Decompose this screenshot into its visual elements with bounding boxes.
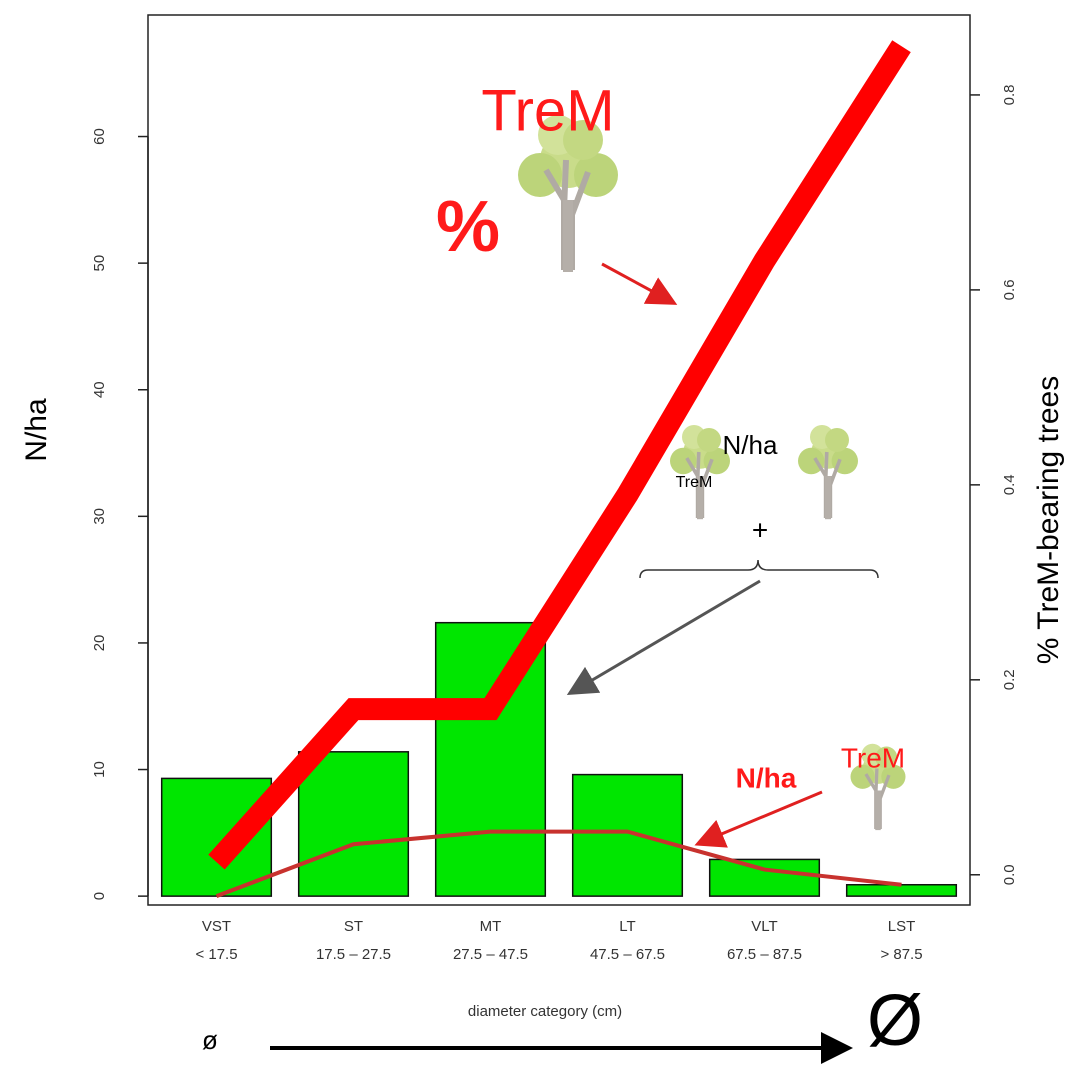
y2-axis-label: % TreM-bearing trees: [1032, 376, 1065, 664]
x-tick-sublabel: > 87.5: [880, 946, 922, 963]
y-tick-label: 20: [91, 635, 108, 652]
y-tick-label: 0: [91, 892, 108, 900]
annotation: N/ha: [723, 430, 778, 460]
y-tick-label: 30: [91, 508, 108, 525]
y2-tick-label: 0.4: [1001, 474, 1018, 495]
bar: [708, 858, 821, 897]
x-tick-sublabel: 17.5 – 27.5: [316, 946, 391, 963]
annotation: %: [436, 187, 500, 267]
annotation: TreM: [481, 78, 614, 143]
annotation: TreM: [676, 474, 713, 491]
arrow: [566, 579, 761, 696]
y-axis-label: N/ha: [20, 398, 53, 462]
y2-tick-label: 0.6: [1001, 279, 1018, 300]
arrow: [601, 262, 678, 305]
y-tick-label: 60: [91, 128, 108, 145]
y2-tick-label: 0.8: [1001, 85, 1018, 106]
plot-frame: [147, 14, 971, 906]
plot-area: 0 10 20 30 40 50 60 0.0 0.2 0.4 0.6 0.8 VST < 17.5 ST 1…: [91, 40, 1018, 963]
bar: [297, 751, 410, 897]
annotation: ø: [202, 1025, 218, 1055]
annotation: Ø: [867, 981, 923, 1061]
brace: [639, 559, 879, 579]
bar: [160, 777, 273, 897]
annotation: N/ha: [736, 762, 797, 793]
tree-icon: [668, 423, 732, 522]
percent-line: [208, 40, 911, 870]
line: [215, 829, 902, 899]
x-tick-label: LST: [888, 918, 916, 935]
bar: [571, 773, 684, 897]
x-tick-sublabel: 47.5 – 67.5: [590, 946, 665, 963]
y-tick-label: 40: [91, 381, 108, 398]
y2-tick-label: 0.2: [1001, 669, 1018, 690]
x-tick-label: VST: [202, 918, 231, 935]
x-tick-label: ST: [344, 918, 363, 935]
y-tick-label: 50: [91, 255, 108, 272]
x-axis-label: diameter category (cm): [468, 1003, 622, 1020]
x-tick-label: MT: [480, 918, 502, 935]
y2-tick-label: 0.0: [1001, 864, 1018, 885]
bar: [845, 883, 958, 897]
x-tick-sublabel: 67.5 – 87.5: [727, 946, 802, 963]
x-tick-sublabel: 27.5 – 47.5: [453, 946, 528, 963]
x-tick-sublabel: < 17.5: [195, 946, 237, 963]
annotation: +: [752, 514, 768, 545]
x-tick-label: VLT: [751, 918, 777, 935]
y-tick-label: 10: [91, 761, 108, 778]
arrow: [694, 790, 823, 848]
x-tick-label: LT: [619, 918, 635, 935]
annotation: TreM: [841, 742, 905, 773]
tree-icon: [796, 423, 860, 522]
